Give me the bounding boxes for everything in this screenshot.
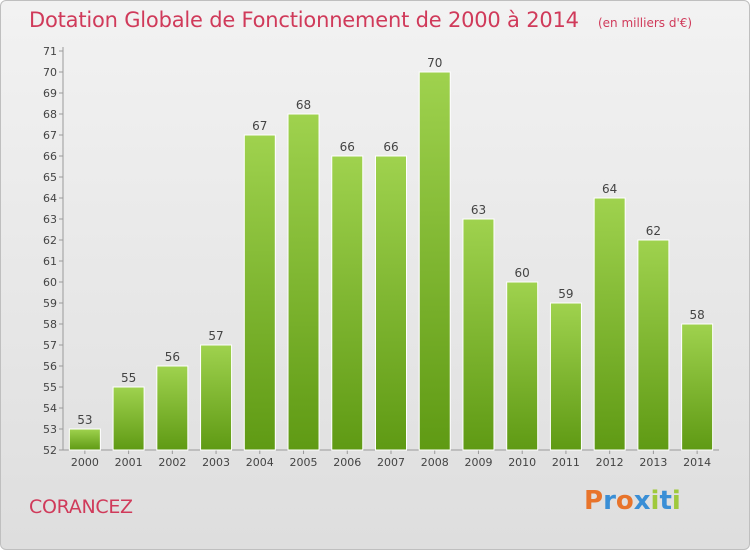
axis-layer: 52 53 54 55 56 57 58 59 60 61 62 63 64 65 66 67 68 69 70 71 (43, 45, 719, 457)
chart-title: Dotation Globale de Fonctionnement de 20… (29, 8, 579, 32)
bar-2002 (156, 365, 189, 451)
value-label-2000: 53 (77, 413, 92, 427)
x-tick-label-2010: 2010 (508, 456, 536, 469)
bar-2013 (637, 239, 670, 451)
bar-2004 (243, 134, 276, 451)
y-tick-label: 62 (43, 234, 57, 247)
x-tick-label-2002: 2002 (158, 456, 186, 469)
y-tick-label: 61 (43, 255, 57, 268)
bar-2005 (287, 113, 320, 451)
x-tick-label-2001: 2001 (115, 456, 143, 469)
y-tick-label: 59 (43, 297, 57, 310)
chart-subtitle: (en milliers d'€) (597, 16, 693, 30)
x-tick-label-2003: 2003 (202, 456, 230, 469)
value-label-2013: 62 (646, 224, 661, 238)
y-tick-label: 52 (43, 444, 57, 457)
label-layer: 53 2000 55 2001 56 2002 57 2003 67 2004 68 2005 66 20… (71, 56, 711, 469)
logo-letter: i (671, 486, 681, 516)
bar-2014 (681, 323, 714, 451)
logo-letter: r (603, 486, 616, 516)
y-tick-label: 65 (43, 171, 57, 184)
logo-letter: x (633, 486, 651, 516)
x-tick-label-2012: 2012 (596, 456, 624, 469)
x-tick-label-2009: 2009 (464, 456, 492, 469)
value-label-2002: 56 (165, 350, 180, 364)
value-label-2007: 66 (383, 140, 398, 154)
value-label-2001: 55 (121, 371, 136, 385)
bar-2012 (593, 197, 626, 451)
logo-letter: P (584, 486, 604, 516)
value-label-2003: 57 (208, 329, 223, 343)
x-tick-label-2011: 2011 (552, 456, 580, 469)
x-tick-label-2013: 2013 (639, 456, 667, 469)
y-tick-label: 56 (43, 360, 57, 373)
value-label-2009: 63 (471, 203, 486, 217)
logo-letter: o (615, 486, 634, 516)
value-label-2014: 58 (689, 308, 704, 322)
y-tick-label: 58 (43, 318, 57, 331)
y-tick-label: 70 (43, 66, 57, 79)
proxiti-logo[interactable]: Proxiti (584, 486, 681, 516)
y-tick-label: 68 (43, 108, 57, 121)
commune-name: CORANCEZ (29, 496, 133, 518)
x-tick-label-2004: 2004 (246, 456, 274, 469)
bar-2010 (506, 281, 539, 451)
x-tick-label-2014: 2014 (683, 456, 711, 469)
x-tick-label-2007: 2007 (377, 456, 405, 469)
bar-2000 (68, 428, 101, 451)
logo-letter: i (650, 486, 660, 516)
y-tick-label: 64 (43, 192, 57, 205)
x-tick-label-2000: 2000 (71, 456, 99, 469)
x-tick-label-2006: 2006 (333, 456, 361, 469)
bar-2007 (375, 155, 407, 451)
y-tick-label: 53 (43, 423, 57, 436)
y-tick-label: 66 (43, 150, 57, 163)
y-tick-label: 57 (43, 339, 57, 352)
x-tick-label-2005: 2005 (290, 456, 318, 469)
x-tick-label-2008: 2008 (421, 456, 449, 469)
bar-layer (68, 71, 714, 451)
bar-2009 (462, 218, 495, 451)
value-label-2010: 60 (515, 266, 530, 280)
value-label-2008: 70 (427, 56, 442, 70)
y-tick-label: 69 (43, 87, 57, 100)
value-label-2004: 67 (252, 119, 267, 133)
bar-2008 (418, 71, 451, 451)
value-label-2005: 68 (296, 98, 311, 112)
y-tick-label: 67 (43, 129, 57, 142)
bar-2006 (331, 155, 364, 451)
y-tick-label: 60 (43, 276, 57, 289)
bar-2011 (549, 302, 582, 451)
y-tick-label: 54 (43, 402, 57, 415)
logo-letter: t (659, 486, 672, 516)
title-row: Dotation Globale de Fonctionnement de 20… (29, 8, 692, 32)
value-label-2012: 64 (602, 182, 617, 196)
y-tick-label: 55 (43, 381, 57, 394)
bar-2001 (112, 386, 145, 451)
y-tick-label: 63 (43, 213, 57, 226)
value-label-2006: 66 (340, 140, 355, 154)
bar-2003 (200, 344, 233, 451)
y-tick-label: 71 (43, 45, 57, 58)
value-label-2011: 59 (558, 287, 573, 301)
